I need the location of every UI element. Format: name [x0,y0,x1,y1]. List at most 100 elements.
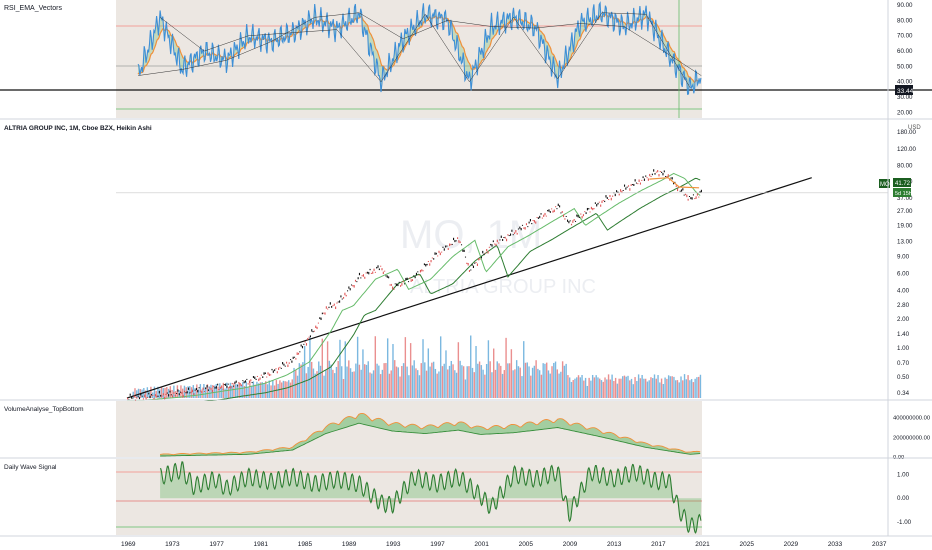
price-candle [353,285,355,288]
rsi-vector [513,17,558,79]
price-candle [218,388,220,390]
price-candle [394,283,396,285]
volume-bar [667,375,670,398]
price-candle [429,263,431,266]
volume-bar [425,370,428,398]
price-candle [185,392,187,394]
price-candle [474,262,476,264]
volume-bar [561,361,564,398]
price-candle [560,212,562,214]
volume-bar [537,368,539,398]
volume-bar [388,373,391,398]
price-candle [543,214,545,217]
price-candle [614,193,616,197]
price-candle [364,276,366,279]
volume-bar [500,365,502,398]
volume-bar [600,380,603,398]
price-candle [593,208,595,210]
price-candle [360,277,362,279]
volume-bar [699,374,702,398]
price-ma-short [127,172,701,401]
price-candle [438,250,440,253]
price-candle [295,358,297,360]
price-panel[interactable]: MO, 1M ALTRIA GROUP INC ALTRIA GROUP INC… [4,125,921,406]
price-candle [145,397,147,400]
price-candle [616,190,618,193]
rsi-panel[interactable]: RSI_EMA_Vectors 90.00 80.00 70.00 60.00 50.0… [0,0,932,118]
price-candle [356,281,358,283]
volume-bar [321,338,323,398]
volume-bar [319,365,322,398]
price-candle [470,269,472,271]
price-candle [215,386,217,389]
price-candle [223,384,225,386]
price-tick-label: 13.00 [897,238,913,245]
price-candle [494,243,496,245]
volume-bar [588,377,590,398]
x-tick-label: 2029 [784,541,799,548]
volume-bar [422,339,424,398]
price-tick-label: 2.00 [897,316,910,323]
price-candle [372,271,374,274]
volume-analyse-panel[interactable]: VolumeAnalyse_TopBottom 400000000.00 2000… [4,401,930,461]
volume-bar [432,361,435,398]
price-candle [213,386,215,388]
volume-bar [680,376,682,398]
price-candle [586,207,588,211]
volume-bar [621,376,624,398]
rsi-vector [138,69,183,76]
volume-bar [362,349,364,398]
volume-bar [326,341,329,398]
wave-panel[interactable]: Daily Wave Signal 1.00 0.00 -1.00 [4,459,912,535]
volume-bar [394,360,396,398]
price-candle [606,197,608,199]
price-candle [405,277,407,281]
price-candle [435,252,437,255]
price-candle [193,393,195,396]
rsi-series [137,1,702,96]
volume-bar [411,365,414,398]
volume-bar [288,380,290,398]
volume-bar [282,380,285,398]
price-tick-label: 0.70 [897,360,910,367]
price-candle [307,337,309,340]
price-candle [290,359,292,361]
volume-bar [365,364,368,398]
price-candle [499,239,501,241]
volume-bar [424,362,426,398]
price-candle [421,269,423,272]
volume-bar [397,367,399,398]
price-candle [426,263,428,266]
volume-analyse-title: VolumeAnalyse_TopBottom [4,406,84,413]
volume-bar [526,362,528,398]
price-tick-label: 80.00 [897,163,913,170]
volume-bar [328,360,331,398]
price-candle [152,394,154,396]
volume-bar [637,374,640,398]
price-candle [468,270,471,272]
price-candle [649,173,651,177]
volume-bar [310,361,313,398]
volume-bar [593,377,596,398]
price-candle [411,279,414,282]
volume-bar [257,383,260,398]
volume-bar [547,370,550,398]
price-candle [291,360,293,363]
volume-bar [392,344,394,398]
volume-bar [521,376,523,398]
volume-bar [356,336,359,398]
volume-bar [335,366,338,398]
price-candle [520,228,522,231]
volume-bar [162,388,164,398]
volume-bar [284,381,286,398]
volume-bar [157,386,159,398]
price-candle [512,234,514,236]
price-candle [319,317,321,319]
wave-line [159,461,702,534]
price-candle [354,279,357,282]
price-candle [312,330,314,333]
price-candle [370,272,372,274]
price-candle [195,388,198,391]
price-tick-label: 37.00 [897,195,913,202]
price-candle [194,389,196,391]
